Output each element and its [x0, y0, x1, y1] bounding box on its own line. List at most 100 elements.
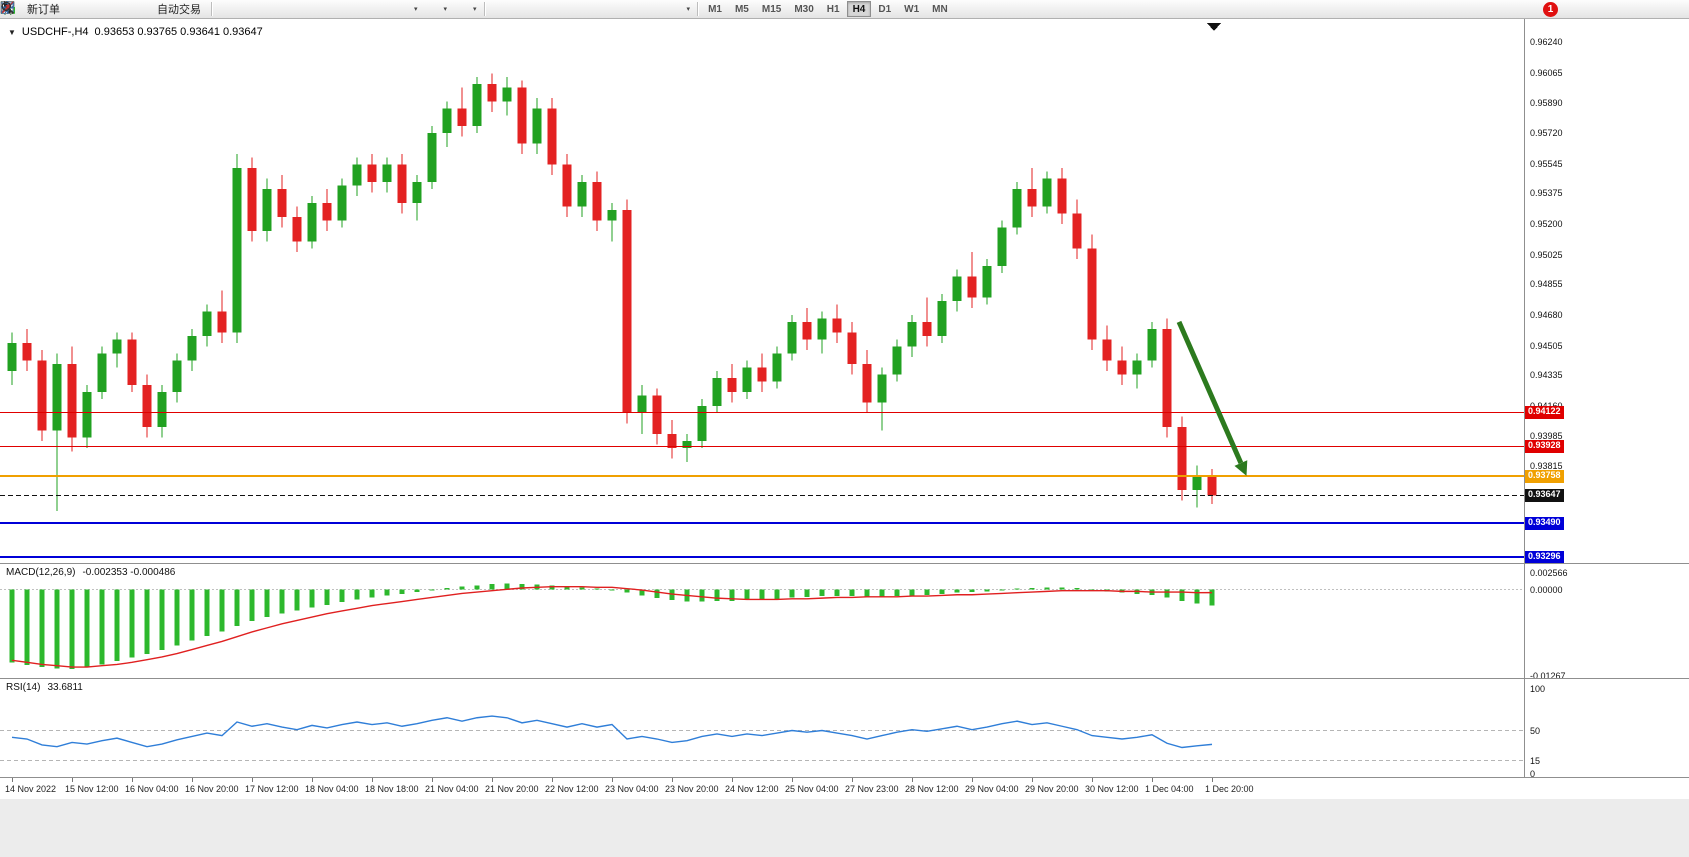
time-axis-label: 17 Nov 12:00 [245, 784, 299, 794]
rsi-axis-label: 100 [1530, 683, 1546, 694]
arrows-button[interactable]: ▾ [2, 1, 694, 18]
search-button[interactable] [1, 1, 1535, 18]
tile-windows-button[interactable] [1, 1, 347, 18]
price-axis-label: 0.94505 [1530, 340, 1563, 351]
horizontal-line-button[interactable] [1, 1, 576, 18]
time-tick [1032, 778, 1033, 782]
macd-axis-label: 0.002566 [1530, 567, 1568, 578]
price-tag-0.93647: 0.93647 [1525, 489, 1564, 503]
price-chart-canvas[interactable] [0, 19, 1524, 563]
time-axis-label: 1 Dec 04:00 [1145, 784, 1194, 794]
auto-trading-label: 自动交易 [157, 4, 201, 16]
timeframe-m5-button[interactable]: M5 [729, 1, 755, 17]
rsi-line [11, 715, 1213, 749]
time-axis-label: 30 Nov 12:00 [1085, 784, 1139, 794]
rsi-axis-label: 15 [1530, 755, 1541, 766]
timeframe-h4-button[interactable]: H4 [846, 1, 872, 17]
time-tick [132, 778, 133, 782]
rsi-pane[interactable]: RSI(14) 33.6811 100 50 15 0 [0, 678, 1689, 779]
rsi-canvas[interactable] [0, 679, 1524, 777]
zoom-out-icon [1, 1, 322, 17]
timeframe-d1-button[interactable]: D1 [872, 1, 897, 17]
price-axis-label: 0.95890 [1530, 98, 1563, 109]
time-axis-label: 23 Nov 20:00 [665, 784, 719, 794]
price-tag-0.93758: 0.93758 [1525, 469, 1564, 483]
line-chart-button[interactable] [0, 1, 281, 18]
timeframe-m1-button[interactable]: M1 [702, 1, 728, 17]
caret-down-icon: ▾ [443, 6, 448, 13]
toolbar-separator [211, 2, 212, 16]
auto-trading-button[interactable]: 自动交易 [0, 1, 207, 18]
vertical-line-button[interactable] [6, 1, 554, 18]
indicators-button[interactable]: ▾ [0, 1, 421, 18]
time-axis[interactable]: 14 Nov 2022 15 Nov 12:00 16 Nov 04:00 16 No… [0, 777, 1689, 799]
time-tick [852, 778, 853, 782]
price-axis-label: 0.96240 [1530, 37, 1563, 47]
vertical-line-icon [6, 1, 551, 17]
zoom-out-button[interactable] [1, 1, 325, 18]
timeframe-m30-button[interactable]: M30 [788, 1, 819, 17]
macd-label: MACD(12,26,9) -0.002353 -0.000486 [6, 567, 175, 578]
auto-trading-icon [0, 2, 154, 17]
toolbar-separator [483, 2, 485, 16]
price-tag-0.93928: 0.93928 [1525, 439, 1564, 453]
chart-title: ▼ USDCHF-,H4 0.93653 0.93765 0.93641 0.9… [8, 26, 263, 38]
caret-down-icon: ▾ [686, 6, 691, 13]
time-axis-label: 29 Nov 20:00 [1025, 784, 1079, 794]
main-chart-pane[interactable]: ▼ USDCHF-,H4 0.93653 0.93765 0.93641 0.9… [0, 19, 1689, 564]
data-window-button[interactable] [1, 1, 110, 18]
macd-pane[interactable]: MACD(12,26,9) -0.002353 -0.000486 0.0025… [0, 563, 1689, 681]
time-axis-label: 18 Nov 18:00 [365, 784, 419, 794]
macd-name: MACD(12,26,9) [6, 567, 76, 578]
cursor-button[interactable] [4, 1, 510, 18]
bell-icon [2, 1, 85, 17]
cursor-icon [4, 1, 507, 17]
time-axis-label: 1 Dec 20:00 [1205, 784, 1254, 794]
timeframe-mn-button[interactable]: MN [926, 1, 954, 17]
time-tick [1212, 778, 1213, 782]
notification-badge[interactable]: 1 [1543, 1, 1558, 17]
trend-arrow-annotation[interactable] [1176, 320, 1248, 476]
templates-button[interactable]: ▾ [1, 1, 480, 18]
price-axis-label: 0.94855 [1530, 279, 1563, 290]
crosshair-icon [1, 1, 529, 17]
timeframe-h1-button[interactable]: H1 [821, 1, 846, 17]
channel-button[interactable] [0, 1, 620, 18]
alerts-button[interactable] [2, 1, 88, 18]
time-tick [12, 778, 13, 782]
zoom-in-icon [1, 1, 300, 17]
time-axis-label: 21 Nov 20:00 [485, 784, 539, 794]
time-tick [432, 778, 433, 782]
time-tick [1152, 778, 1153, 782]
chart-window: ▼ USDCHF-,H4 0.93653 0.93765 0.93641 0.9… [0, 19, 1689, 799]
refresh-button[interactable] [2, 1, 132, 18]
auto-scroll-button[interactable] [0, 1, 369, 18]
zoom-in-button[interactable] [1, 1, 303, 18]
trendline-button[interactable] [1, 1, 598, 18]
timeframe-w1-button[interactable]: W1 [898, 1, 925, 17]
chart-shift-button[interactable] [1, 1, 391, 18]
price-axis-label: 0.95545 [1530, 158, 1563, 169]
text-button[interactable]: A [4, 1, 664, 18]
one-click-trading-toggle[interactable]: ▼ [8, 27, 16, 37]
periods-button[interactable]: ▾ [1, 1, 451, 18]
time-tick [612, 778, 613, 782]
candlestick-chart-button[interactable] [1, 1, 259, 18]
time-tick [732, 778, 733, 782]
horizontal-line-icon [1, 2, 573, 17]
fibonacci-button[interactable] [1, 1, 642, 18]
template-icon [1, 1, 469, 17]
macd-canvas[interactable] [0, 564, 1524, 678]
price-tag-0.94122: 0.94122 [1525, 406, 1564, 420]
timeframe-m15-button[interactable]: M15 [756, 1, 787, 17]
time-axis-label: 14 Nov 2022 [5, 784, 57, 794]
time-tick [252, 778, 253, 782]
arrow-icon [2, 2, 683, 17]
time-axis-label: 27 Nov 23:00 [845, 784, 899, 794]
time-axis-label: 16 Nov 20:00 [185, 784, 239, 794]
time-axis-label: 24 Nov 12:00 [725, 784, 779, 794]
bar-chart-button[interactable] [1, 1, 237, 18]
refresh-icon [2, 1, 129, 17]
crosshair-button[interactable] [1, 1, 532, 18]
macd-axis-label: -0.01267 [1530, 670, 1566, 681]
